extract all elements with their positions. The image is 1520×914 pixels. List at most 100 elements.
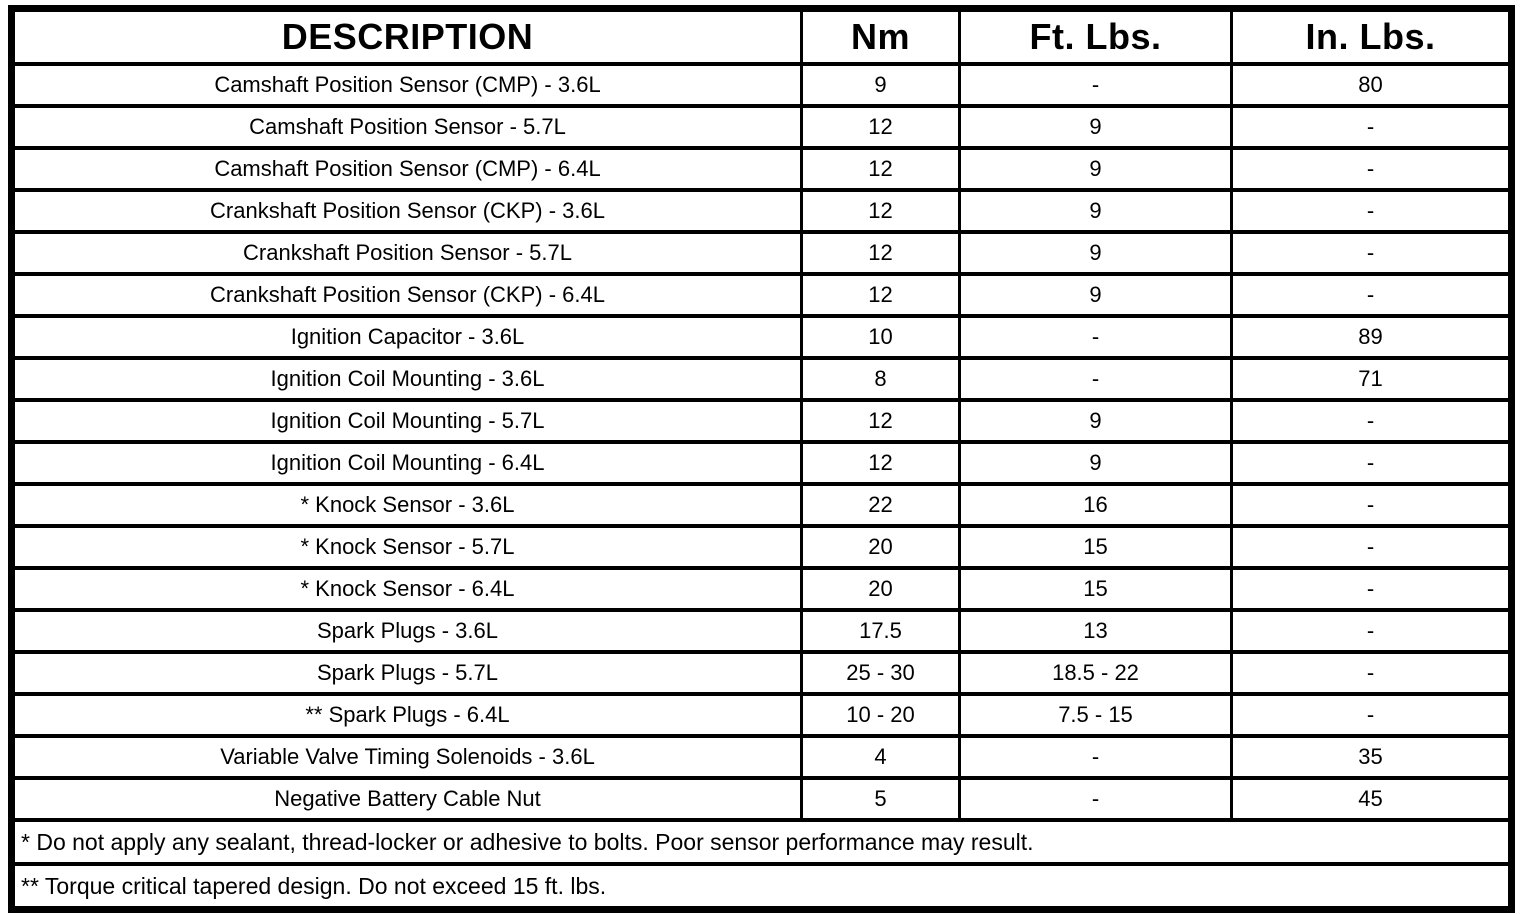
spec-description-cell: Crankshaft Position Sensor (CKP) - 6.4L [10, 272, 803, 318]
spec-ft-lbs-cell: 13 [958, 608, 1233, 654]
spec-ft-lbs-cell: 9 [958, 398, 1233, 444]
table-row: * Knock Sensor - 5.7L 20 15 - [10, 524, 1513, 570]
spec-ft-lbs-cell: 7.5 - 15 [958, 692, 1233, 738]
spec-ft-lbs-cell: 18.5 - 22 [958, 650, 1233, 696]
spec-ft-lbs-cell: 16 [958, 482, 1233, 528]
spec-description-cell: Crankshaft Position Sensor - 5.7L [10, 230, 803, 276]
spec-nm-cell: 17.5 [800, 608, 961, 654]
torque-spec-table: DESCRIPTION Nm Ft. Lbs. In. Lbs. Camshaf… [8, 5, 1515, 913]
spec-in-lbs-cell: - [1230, 692, 1513, 738]
table-row: * Knock Sensor - 6.4L 20 15 - [10, 566, 1513, 612]
spec-nm-cell: 20 [800, 524, 961, 570]
table-header: DESCRIPTION Nm Ft. Lbs. In. Lbs. [10, 6, 1513, 66]
spec-nm-cell: 25 - 30 [800, 650, 961, 696]
table-row: Variable Valve Timing Solenoids - 3.6L 4… [10, 734, 1513, 780]
spec-in-lbs-cell: 89 [1230, 314, 1513, 360]
table-row: Ignition Coil Mounting - 6.4L 12 9 - [10, 440, 1513, 486]
spec-in-lbs-cell: - [1230, 146, 1513, 192]
spec-in-lbs-cell: - [1230, 482, 1513, 528]
spec-description-cell: Ignition Coil Mounting - 6.4L [10, 440, 803, 486]
spec-ft-lbs-cell: - [958, 356, 1233, 402]
spec-nm-cell: 12 [800, 146, 961, 192]
table-row: Spark Plugs - 3.6L 17.5 13 - [10, 608, 1513, 654]
footnote-torque-text: ** Torque critical tapered design. Do no… [10, 862, 1513, 912]
spec-in-lbs-cell: - [1230, 272, 1513, 318]
spec-nm-cell: 20 [800, 566, 961, 612]
spec-description-cell: Camshaft Position Sensor (CMP) - 6.4L [10, 146, 803, 192]
spec-description-cell: Variable Valve Timing Solenoids - 3.6L [10, 734, 803, 780]
spec-nm-cell: 22 [800, 482, 961, 528]
spec-ft-lbs-cell: 15 [958, 566, 1233, 612]
spec-nm-cell: 5 [800, 776, 961, 822]
spec-description-cell: Ignition Coil Mounting - 5.7L [10, 398, 803, 444]
spec-ft-lbs-cell: 9 [958, 440, 1233, 486]
spec-in-lbs-cell: 80 [1230, 62, 1513, 108]
spec-in-lbs-cell: - [1230, 608, 1513, 654]
spec-in-lbs-cell: - [1230, 524, 1513, 570]
spec-in-lbs-cell: - [1230, 566, 1513, 612]
spec-description-cell: Ignition Coil Mounting - 3.6L [10, 356, 803, 402]
table-row: Camshaft Position Sensor - 5.7L 12 9 - [10, 104, 1513, 150]
spec-description-cell: * Knock Sensor - 5.7L [10, 524, 803, 570]
spec-description-cell: * Knock Sensor - 3.6L [10, 482, 803, 528]
table-row: Crankshaft Position Sensor (CKP) - 3.6L … [10, 188, 1513, 234]
spec-ft-lbs-cell: 9 [958, 146, 1233, 192]
table-row: Crankshaft Position Sensor - 5.7L 12 9 - [10, 230, 1513, 276]
spec-in-lbs-cell: 71 [1230, 356, 1513, 402]
table-row: * Knock Sensor - 3.6L 22 16 - [10, 482, 1513, 528]
spec-description-cell: * Knock Sensor - 6.4L [10, 566, 803, 612]
spec-description-cell: Ignition Capacitor - 3.6L [10, 314, 803, 360]
table-row: Ignition Capacitor - 3.6L 10 - 89 [10, 314, 1513, 360]
footnote-sealant-text: * Do not apply any sealant, thread-locke… [10, 818, 1513, 866]
spec-ft-lbs-cell: - [958, 776, 1233, 822]
spec-ft-lbs-cell: 15 [958, 524, 1233, 570]
table-row: ** Spark Plugs - 6.4L 10 - 20 7.5 - 15 - [10, 692, 1513, 738]
spec-description-cell: Spark Plugs - 3.6L [10, 608, 803, 654]
spec-nm-cell: 12 [800, 188, 961, 234]
table-row: Negative Battery Cable Nut 5 - 45 [10, 776, 1513, 822]
spec-description-cell: Negative Battery Cable Nut [10, 776, 803, 822]
spec-nm-cell: 10 - 20 [800, 692, 961, 738]
spec-description-cell: Spark Plugs - 5.7L [10, 650, 803, 696]
spec-in-lbs-cell: 45 [1230, 776, 1513, 822]
spec-nm-cell: 4 [800, 734, 961, 780]
table-row: Camshaft Position Sensor (CMP) - 6.4L 12… [10, 146, 1513, 192]
spec-ft-lbs-cell: 9 [958, 104, 1233, 150]
table-row: Crankshaft Position Sensor (CKP) - 6.4L … [10, 272, 1513, 318]
spec-nm-cell: 12 [800, 272, 961, 318]
spec-nm-cell: 10 [800, 314, 961, 360]
spec-ft-lbs-cell: 9 [958, 188, 1233, 234]
spec-in-lbs-cell: 35 [1230, 734, 1513, 780]
spec-ft-lbs-cell: 9 [958, 272, 1233, 318]
spec-nm-cell: 12 [800, 398, 961, 444]
spec-in-lbs-cell: - [1230, 230, 1513, 276]
column-header-ft-lbs: Ft. Lbs. [958, 6, 1233, 66]
spec-nm-cell: 12 [800, 230, 961, 276]
table-footer: * Do not apply any sealant, thread-locke… [10, 818, 1513, 912]
header-row: DESCRIPTION Nm Ft. Lbs. In. Lbs. [10, 6, 1513, 66]
spec-description-cell: Camshaft Position Sensor (CMP) - 3.6L [10, 62, 803, 108]
spec-description-cell: Crankshaft Position Sensor (CKP) - 3.6L [10, 188, 803, 234]
table-row: Spark Plugs - 5.7L 25 - 30 18.5 - 22 - [10, 650, 1513, 696]
spec-ft-lbs-cell: 9 [958, 230, 1233, 276]
spec-in-lbs-cell: - [1230, 104, 1513, 150]
spec-in-lbs-cell: - [1230, 650, 1513, 696]
spec-nm-cell: 9 [800, 62, 961, 108]
spec-description-cell: Camshaft Position Sensor - 5.7L [10, 104, 803, 150]
table-body: Camshaft Position Sensor (CMP) - 3.6L 9 … [10, 62, 1513, 822]
spec-in-lbs-cell: - [1230, 398, 1513, 444]
column-header-description: DESCRIPTION [10, 6, 803, 66]
spec-in-lbs-cell: - [1230, 188, 1513, 234]
footnote-row-torque: ** Torque critical tapered design. Do no… [10, 862, 1513, 912]
spec-ft-lbs-cell: - [958, 734, 1233, 780]
spec-ft-lbs-cell: - [958, 62, 1233, 108]
spec-description-cell: ** Spark Plugs - 6.4L [10, 692, 803, 738]
spec-in-lbs-cell: - [1230, 440, 1513, 486]
column-header-in-lbs: In. Lbs. [1230, 6, 1513, 66]
spec-nm-cell: 12 [800, 440, 961, 486]
table-row: Ignition Coil Mounting - 5.7L 12 9 - [10, 398, 1513, 444]
spec-ft-lbs-cell: - [958, 314, 1233, 360]
footnote-row-sealant: * Do not apply any sealant, thread-locke… [10, 818, 1513, 866]
table-row: Ignition Coil Mounting - 3.6L 8 - 71 [10, 356, 1513, 402]
